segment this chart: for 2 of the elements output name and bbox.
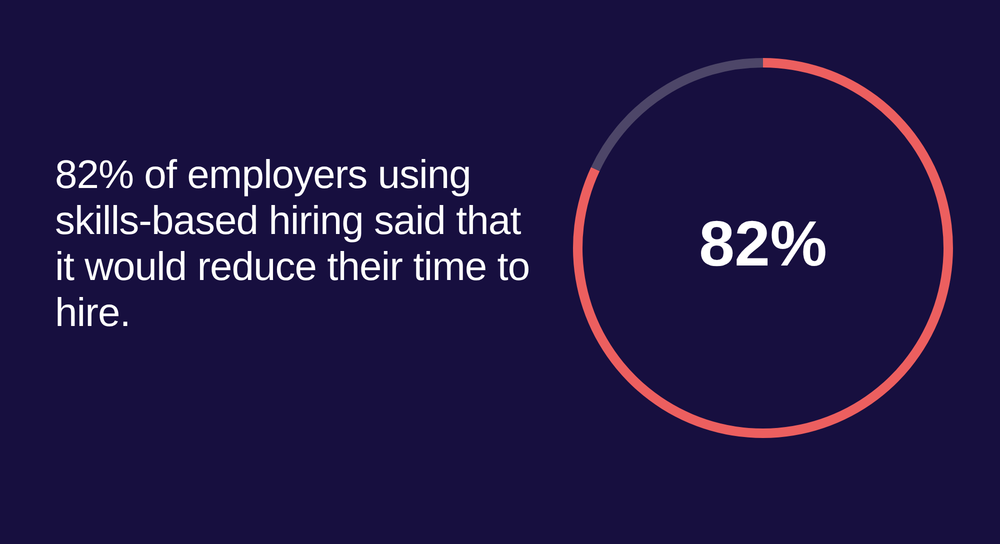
data-label: 82% [698, 208, 828, 280]
text: 82% of employers using skills-based hiring said that it would reduce their time to hire. [55, 152, 531, 336]
